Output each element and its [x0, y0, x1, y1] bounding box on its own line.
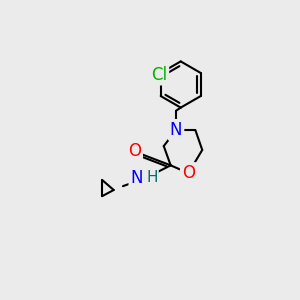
Text: H: H [146, 170, 158, 185]
Text: Cl: Cl [151, 65, 167, 83]
Text: O: O [128, 142, 141, 160]
Text: N: N [130, 169, 143, 188]
Text: N: N [170, 121, 182, 139]
Text: O: O [182, 164, 195, 182]
